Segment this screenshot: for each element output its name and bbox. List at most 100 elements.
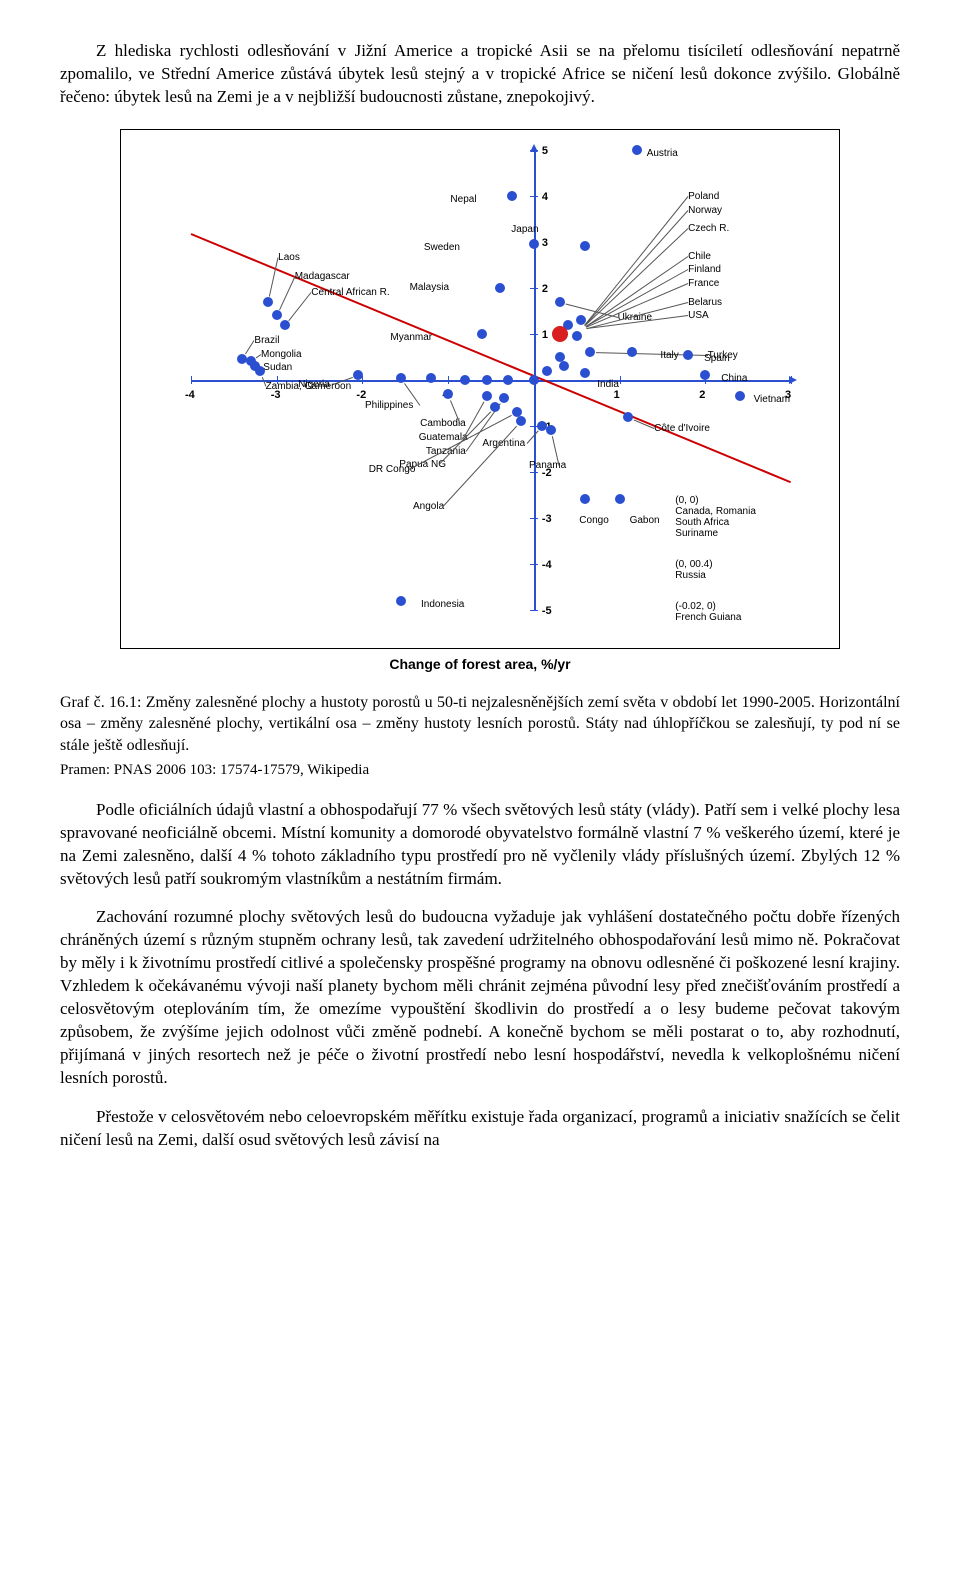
data-point (580, 368, 590, 378)
y-tick (530, 518, 538, 519)
data-point (632, 145, 642, 155)
point-label: Czech R. (688, 223, 729, 234)
point-label: Nepal (450, 194, 476, 205)
point-label: Mongolia (261, 349, 302, 360)
y-tick (530, 472, 538, 473)
point-label: Angola (413, 501, 444, 512)
point-label: Norway (688, 205, 722, 216)
data-point (580, 494, 590, 504)
point-label: Madagascar (295, 271, 350, 282)
data-point (482, 391, 492, 401)
y-tick-label: 4 (542, 190, 548, 205)
data-point (396, 596, 406, 606)
data-point (529, 375, 539, 385)
leader-line (585, 210, 689, 326)
y-tick (530, 334, 538, 335)
paragraph-1: Z hlediska rychlosti odlesňování v Jižní… (60, 40, 900, 109)
data-point (426, 373, 436, 383)
data-point (529, 239, 539, 249)
point-label: Finland (688, 264, 721, 275)
x-tick (448, 376, 449, 384)
data-point (460, 375, 470, 385)
point-label: Panama (529, 460, 566, 471)
point-label: Chile (688, 251, 711, 262)
paragraph-4: Přestože v celosvětovém nebo celoevropsk… (60, 1106, 900, 1152)
leader-line (245, 340, 255, 354)
x-axis-label: Change of forest area, %/yr (120, 655, 840, 674)
point-label: Gabon (630, 515, 660, 526)
point-label: Laos (278, 252, 300, 263)
point-label: India (597, 379, 619, 390)
data-point (507, 191, 517, 201)
leader-line (289, 292, 312, 321)
data-point (482, 375, 492, 385)
figure-source: Pramen: PNAS 2006 103: 17574-17579, Wiki… (60, 760, 900, 780)
data-point (490, 402, 500, 412)
point-label: France (688, 278, 719, 289)
data-point (623, 412, 633, 422)
point-label: Sweden (424, 242, 460, 253)
chart-border: -4-3-2-1123-5-4-3-2-112345NepalAustriaJa… (120, 129, 840, 649)
point-label: Sudan (263, 362, 292, 373)
data-point (555, 297, 565, 307)
leader-line (279, 277, 295, 311)
point-label: Côte d'Ivoire (654, 423, 710, 434)
point-label: Myanmar (390, 332, 432, 343)
point-label: Philippines (365, 400, 413, 411)
paragraph-2: Podle oficiálních údajů vlastní a obhosp… (60, 799, 900, 891)
y-tick-label: -5 (542, 604, 552, 619)
data-point (700, 370, 710, 380)
data-point (477, 329, 487, 339)
x-tick (620, 376, 621, 384)
y-tick (530, 196, 538, 197)
data-point (503, 375, 513, 385)
paragraph-3: Zachování rozumné plochy světových lesů … (60, 906, 900, 1090)
data-point (627, 347, 637, 357)
y-tick-label: 1 (542, 328, 548, 343)
annotation-block: (0, 00.4)Russia (675, 559, 712, 581)
data-point (542, 366, 552, 376)
point-label: Vietnam (754, 394, 791, 405)
data-point (499, 393, 509, 403)
data-point (546, 425, 556, 435)
point-label: Congo (579, 515, 608, 526)
data-point (559, 361, 569, 371)
annotation-block: (0, 0)Canada, RomaniaSouth AfricaSurinam… (675, 495, 756, 539)
data-point (495, 283, 505, 293)
point-label: Brazil (254, 335, 279, 346)
x-tick-label: 1 (614, 388, 620, 403)
data-point (683, 350, 693, 360)
y-tick (530, 564, 538, 565)
point-label: USA (688, 310, 709, 321)
data-point (396, 373, 406, 383)
point-label: Italy (660, 350, 678, 361)
y-tick-label: -4 (542, 558, 552, 573)
data-point (572, 331, 582, 341)
data-point (255, 366, 265, 376)
y-tick-label: 5 (542, 144, 548, 159)
annotation-block: (-0.02, 0)French Guiana (675, 601, 741, 623)
data-point (516, 416, 526, 426)
figure-caption: Graf č. 16.1: Změny zalesněné plochy a h… (60, 692, 900, 757)
point-label: Japan (511, 224, 538, 235)
point-label: Austria (647, 148, 678, 159)
data-point (353, 370, 363, 380)
data-point (443, 389, 453, 399)
data-point (615, 494, 625, 504)
plot-area: -4-3-2-1123-5-4-3-2-112345NepalAustriaJa… (191, 150, 791, 610)
x-tick (791, 376, 792, 384)
y-tick (530, 150, 538, 151)
x-tick (191, 376, 192, 384)
y-tick-label: 2 (542, 282, 548, 297)
data-point (580, 241, 590, 251)
y-tick (530, 288, 538, 289)
data-point (263, 297, 273, 307)
leader-line (269, 257, 279, 296)
point-label: Poland (688, 191, 719, 202)
y-tick-label: 3 (542, 236, 548, 251)
highlight-point (552, 326, 568, 342)
x-tick-label: 2 (699, 388, 705, 403)
point-label: Central African R. (311, 287, 389, 298)
x-tick-label: -4 (185, 388, 195, 403)
point-label: Belarus (688, 297, 722, 308)
